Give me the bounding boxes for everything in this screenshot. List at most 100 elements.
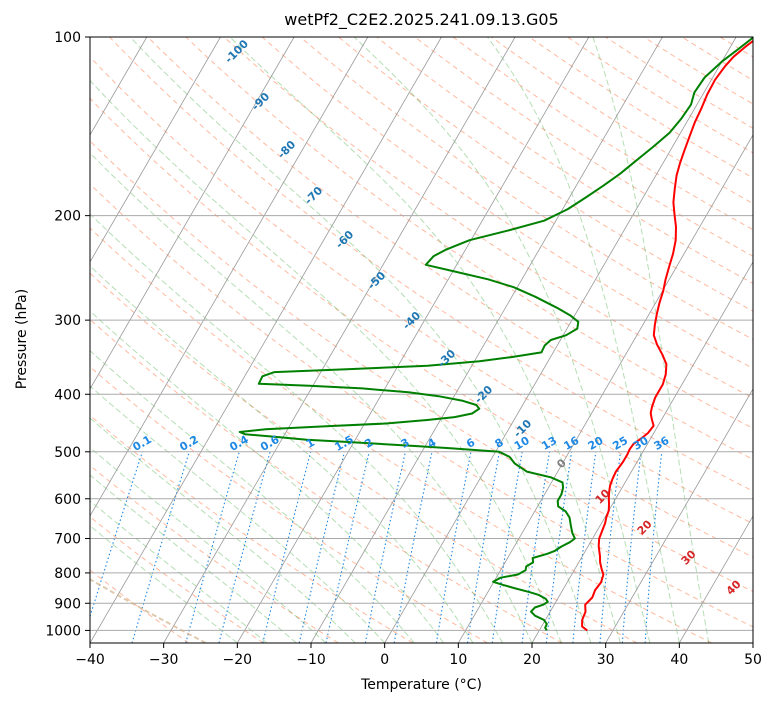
parcel-guide <box>90 578 207 643</box>
isotherm <box>605 388 753 643</box>
mixing-ratio-label: 3 <box>399 436 412 451</box>
dry-adiabat <box>90 366 488 643</box>
mixing-ratio-line <box>325 451 370 643</box>
mixing-ratio-label: 36 <box>652 434 672 453</box>
mixing-ratio-label: 4 <box>425 436 438 451</box>
dry-adiabat <box>261 37 753 369</box>
mixing-ratio-label: 16 <box>561 434 581 453</box>
isotherm <box>90 37 442 643</box>
isotherm <box>457 134 753 643</box>
mixing-ratio-line <box>521 451 551 643</box>
dewpoint-line <box>238 37 753 631</box>
x-tick-label: 20 <box>523 652 541 668</box>
dry-adiabat-label: -30 <box>435 347 458 370</box>
mixing-ratio-line <box>393 451 433 643</box>
dry-adiabat <box>490 37 753 205</box>
dry-adiabat <box>185 37 753 429</box>
y-tick-label: 200 <box>54 209 81 225</box>
mixing-ratio-line <box>644 451 663 643</box>
dry-adiabat-label: -20 <box>472 383 495 406</box>
dry-adiabat <box>414 37 753 257</box>
mixing-ratio-line <box>131 451 190 643</box>
dry-adiabat <box>681 37 753 81</box>
dry-adiabat-label: -50 <box>365 269 388 292</box>
moist-adiabat <box>90 152 533 643</box>
dry-adiabat <box>90 414 414 643</box>
dry-adiabat-label: 20 <box>635 517 655 537</box>
mixing-ratio-label: 0.2 <box>177 433 200 454</box>
dry-adiabat <box>147 37 753 460</box>
x-axis-label: Temperature (°C) <box>361 677 482 693</box>
mixing-ratio-line <box>545 451 573 643</box>
mixing-ratio-line <box>298 451 346 643</box>
x-tick-label: 10 <box>449 652 467 668</box>
plot-frame <box>89 36 754 644</box>
y-tick-label: 100 <box>54 30 81 46</box>
moist-adiabat <box>90 525 238 643</box>
axes: −40 −30 −20 −10 0 10 20 30 40 5010020030040050060… <box>45 30 762 668</box>
moist-adiabat <box>90 79 562 643</box>
moist-adiabat <box>90 350 415 643</box>
moist-adiabat <box>90 265 474 643</box>
dry-adiabat-label: 30 <box>679 547 699 567</box>
mixing-ratio-label: 13 <box>539 434 559 453</box>
x-tick-label: 40 <box>670 652 688 668</box>
dry-adiabat <box>719 37 753 58</box>
chart-title: wetPf2_C2E2.2025.241.09.13.G05 <box>284 10 559 29</box>
moist-adiabat <box>229 37 621 643</box>
mixing-ratio-line <box>621 451 642 643</box>
mixing-ratio-label: 0.4 <box>227 433 251 454</box>
dry-adiabat <box>529 37 753 179</box>
mixing-ratio-line <box>90 451 143 619</box>
x-tick-label: −40 <box>75 652 105 668</box>
isotherm <box>163 37 516 643</box>
moist-adiabat <box>90 474 297 643</box>
y-tick-label: 500 <box>54 445 81 461</box>
dry-adiabat-label: -100 <box>222 37 251 66</box>
y-tick-label: 600 <box>54 492 81 508</box>
moist-adiabat <box>90 385 386 643</box>
temperature-line <box>581 39 753 632</box>
moist-adiabat <box>90 417 356 643</box>
y-tick-label: 400 <box>54 387 81 403</box>
dry-adiabat <box>452 37 753 231</box>
isotherm <box>90 37 369 517</box>
isotherm <box>236 37 590 643</box>
dry-adiabat-label: -80 <box>275 138 298 161</box>
isotherm <box>384 37 737 643</box>
moist-adiabat <box>90 500 268 643</box>
isotherm <box>90 37 221 263</box>
isotherm <box>752 642 753 643</box>
dry-adiabat-label: 0 <box>554 456 569 471</box>
x-tick-label: 0 <box>380 652 389 668</box>
moist-adiabat <box>353 37 651 643</box>
y-tick-label: 800 <box>54 566 81 582</box>
dry-adiabat-label: 40 <box>724 577 744 597</box>
mixing-ratio-label: 1 <box>304 436 317 451</box>
moist-adiabat <box>486 37 680 643</box>
mixing-ratio-line <box>599 451 622 643</box>
isotherm <box>0 37 73 643</box>
mixing-ratio-line <box>364 451 406 643</box>
dry-adiabat <box>376 37 753 285</box>
y-tick-label: 700 <box>54 532 81 548</box>
dry-adiabat <box>90 227 712 643</box>
dry-adiabat <box>90 516 264 643</box>
dry-adiabat <box>109 37 753 492</box>
x-tick-label: 50 <box>744 652 762 668</box>
dry-adiabat <box>643 37 753 105</box>
moist-adiabat <box>90 310 444 643</box>
dry-adiabat <box>90 464 339 643</box>
x-tick-label: −30 <box>149 652 179 668</box>
background-lines <box>0 37 753 643</box>
isotherm <box>310 37 663 643</box>
mixing-ratio-line <box>218 451 271 643</box>
dry-adiabat <box>90 140 753 593</box>
y-tick-label: 900 <box>54 596 81 612</box>
moist-adiabat <box>90 446 327 643</box>
isotherm <box>90 37 148 136</box>
dry-adiabat <box>90 318 563 643</box>
dry-adiabat <box>300 37 753 341</box>
dry-adiabat <box>90 97 753 558</box>
